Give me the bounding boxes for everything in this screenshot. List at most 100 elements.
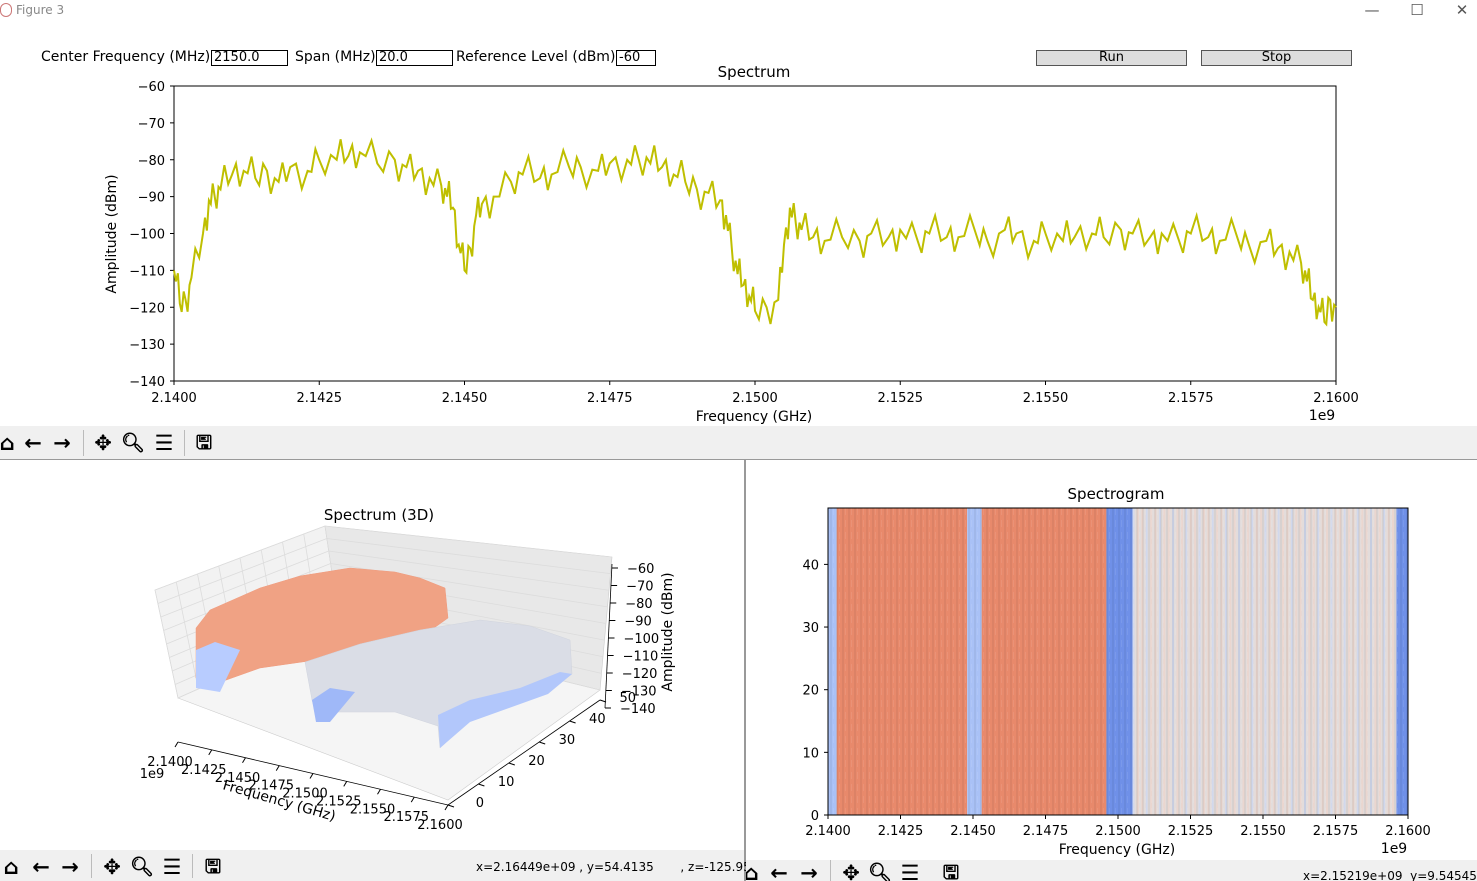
- x-tick-label: 2.1550: [350, 802, 396, 817]
- z-tick-label: −100: [624, 632, 660, 647]
- x-tick-label: 2.1525: [316, 794, 362, 809]
- configure-subplots-icon[interactable]: ☰: [154, 431, 174, 455]
- spectrum-3d-chart[interactable]: Spectrum (3D) 2.14002.14252.14502.14752.…: [0, 460, 744, 850]
- surface-low-floor: [438, 672, 572, 748]
- grid-line: [324, 525, 613, 558]
- app-icon: [0, 3, 12, 17]
- forward-arrow-icon[interactable]: →: [800, 861, 818, 881]
- y-axis-label: Amplitude (dBm): [104, 174, 120, 293]
- spectrogram-chart[interactable]: Spectrogram 2.1400 2.1425 2.1450 2.1475 2.15…: [746, 460, 1477, 860]
- x-offset-label: 1e9: [140, 767, 165, 782]
- y-tick-label: −140: [129, 375, 165, 390]
- y-tick-label: 20: [528, 754, 545, 769]
- run-button[interactable]: Run: [1036, 50, 1187, 66]
- x-tick-label: 2.1550: [1240, 824, 1286, 839]
- y-tick: [447, 804, 455, 808]
- toolbar-separator: [830, 860, 831, 881]
- y-tick-label: −110: [129, 264, 165, 279]
- x-tick-label: 2.1400: [805, 824, 851, 839]
- y-tick-label: 20: [802, 684, 819, 699]
- close-button[interactable]: ✕: [1455, 1, 1469, 19]
- z-tick-label: −130: [621, 685, 657, 700]
- x-offset-label: 1e9: [1309, 408, 1335, 424]
- pan-icon[interactable]: ✥: [103, 855, 121, 879]
- zoom-icon[interactable]: 🔍︎: [867, 862, 893, 881]
- x-tick-label: 2.1500: [1095, 824, 1141, 839]
- minimize-button[interactable]: —: [1364, 1, 1380, 19]
- y-tick: [539, 741, 546, 745]
- zoom-icon[interactable]: 🔍︎: [120, 432, 146, 454]
- configure-subplots-icon[interactable]: ☰: [900, 861, 920, 881]
- pan-icon[interactable]: ✥: [842, 861, 860, 881]
- x-tick: [309, 773, 314, 779]
- grid-line: [328, 550, 610, 591]
- y-tick: [508, 762, 515, 766]
- forward-arrow-icon[interactable]: →: [61, 855, 79, 879]
- spectrum-chart[interactable]: Spectrum −60 −70 −80 −90 −100 −110 −120 −130 −14…: [0, 60, 1477, 426]
- chart-title: Spectrogram: [1068, 485, 1165, 503]
- x-axis-label: Frequency (GHz): [696, 409, 812, 425]
- surface-trough: [312, 688, 355, 722]
- x-tick-label: 2.1475: [587, 391, 633, 406]
- home-icon[interactable]: ⌂: [3, 855, 19, 879]
- back-arrow-icon[interactable]: ←: [32, 855, 50, 879]
- configure-subplots-icon[interactable]: ☰: [162, 855, 182, 879]
- toolbar-separator: [184, 430, 185, 456]
- x-tick-label: 2.1400: [147, 755, 193, 770]
- x-tick-label: 2.1475: [1023, 824, 1069, 839]
- y-tick-label: 40: [589, 712, 606, 727]
- x-tick-label: 2.1575: [1313, 824, 1359, 839]
- x-tick: [377, 788, 381, 795]
- y-tick-label: −70: [138, 117, 165, 132]
- span-label: Span (MHz): [295, 49, 376, 65]
- x-tick-label: 2.1475: [249, 779, 295, 794]
- x-offset-label: 1e9: [1381, 841, 1407, 857]
- maximize-button[interactable]: ☐: [1410, 1, 1424, 19]
- chart-title: Spectrum: [718, 63, 791, 81]
- y-tick-label: 30: [802, 621, 819, 636]
- y-tick-label: −60: [138, 80, 165, 95]
- title-bar: Figure 3 — ☐ ✕: [0, 0, 1477, 22]
- zoom-icon[interactable]: 🔍︎: [129, 856, 155, 878]
- x-tick-label: 2.1400: [151, 391, 197, 406]
- back-arrow-icon[interactable]: ←: [770, 861, 788, 881]
- x-tick-label: 2.1450: [215, 771, 261, 786]
- save-icon[interactable]: 🖫: [195, 432, 213, 454]
- x-tick: [174, 741, 179, 748]
- y-tick-label: −90: [138, 191, 165, 206]
- pane-divider[interactable]: [744, 460, 746, 881]
- y-tick-label: −80: [138, 154, 165, 169]
- back-arrow-icon[interactable]: ←: [24, 431, 42, 455]
- reference-level-label: Reference Level (dBm): [456, 49, 616, 65]
- x-tick-label: 2.1575: [1168, 391, 1214, 406]
- y-tick-label: −120: [129, 301, 165, 316]
- y-tick-label: −100: [129, 228, 165, 243]
- grid-line: [326, 538, 611, 575]
- chart-title: Spectrum (3D): [324, 506, 434, 524]
- y-tick-label: −130: [129, 338, 165, 353]
- forward-arrow-icon[interactable]: →: [53, 431, 71, 455]
- x-tick-label: 2.1600: [1385, 824, 1431, 839]
- grid-line: [160, 550, 329, 618]
- x-tick-label: 2.1450: [442, 391, 488, 406]
- home-icon[interactable]: ⌂: [746, 861, 759, 881]
- y-tick: [478, 783, 485, 787]
- y-tick: [569, 720, 576, 724]
- save-icon[interactable]: 🖫: [204, 856, 222, 878]
- stop-button[interactable]: Stop: [1201, 50, 1352, 66]
- pan-icon[interactable]: ✥: [94, 431, 112, 455]
- save-icon[interactable]: 🖫: [942, 862, 960, 881]
- y-tick-label: 0: [476, 796, 484, 811]
- x-tick: [242, 757, 246, 764]
- x-tick: [444, 804, 449, 811]
- reference-level-input[interactable]: -60: [616, 50, 656, 66]
- center-frequency-label: Center Frequency (MHz): [41, 49, 211, 65]
- surface-high-region: [195, 567, 449, 685]
- x-tick: [410, 796, 415, 803]
- span-input[interactable]: 20.0: [376, 50, 453, 66]
- center-frequency-input[interactable]: 2150.0: [211, 50, 288, 66]
- home-icon[interactable]: ⌂: [0, 431, 15, 455]
- surface-low-edge: [196, 642, 240, 692]
- bottom-right-toolbar: ⌂ ← → ✥ 🔍︎ ☰ 🖫 x=2.15219e+09 y=9.54545: [746, 860, 1477, 881]
- x-tick-label: 2.1525: [878, 391, 924, 406]
